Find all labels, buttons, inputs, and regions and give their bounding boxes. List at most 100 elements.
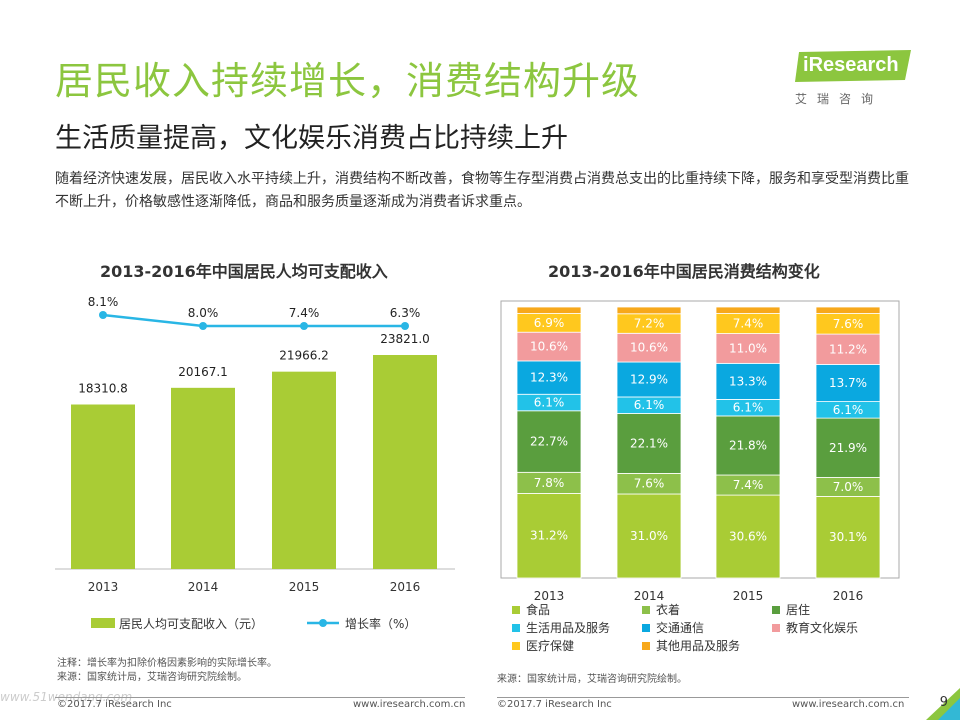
seg-label-衣着-2014: 7.6%: [634, 477, 665, 491]
page-subtitle: 生活质量提高，文化娱乐消费占比持续上升: [55, 123, 568, 154]
income-x-tick-2014: 2014: [188, 580, 219, 594]
seg-label-教育文化娱乐-2013: 10.6%: [530, 340, 568, 354]
seg-其他用品及服务-2015: [715, 306, 781, 314]
seg-label-教育文化娱乐-2015: 11.0%: [729, 341, 767, 355]
income-bar-2014: [171, 387, 235, 569]
seg-交通通信-2015: [715, 362, 781, 400]
seg-交通通信-2016: [815, 364, 881, 402]
seg-居住-2016: [815, 417, 881, 478]
footer-divider-right: [497, 697, 909, 698]
seg-label-衣着-2013: 7.8%: [534, 476, 565, 490]
income-bar-2015: [272, 371, 336, 569]
growth-rate-point-2016: [401, 322, 409, 330]
consumption-x-tick-2015: 2015: [733, 589, 764, 603]
seg-其他用品及服务-2013: [516, 306, 582, 314]
growth-rate-label-2013: 8.1%: [88, 295, 119, 309]
growth-rate-point-2014: [199, 322, 207, 330]
growth-rate-point-2013: [99, 311, 107, 319]
page-description: 随着经济快速发展，居民收入水平持续上升，消费结构不断改善，食物等生存型消费占消费…: [55, 171, 909, 210]
legend-swatch-交通通信: [642, 624, 650, 632]
seg-label-食品-2013: 31.2%: [530, 529, 568, 543]
income-bar-label-2016: 23821.0: [380, 332, 430, 346]
legend-label-教育文化娱乐: 教育文化娱乐: [786, 620, 858, 635]
seg-label-医疗保健-2015: 7.4%: [733, 317, 764, 331]
legend-swatch-医疗保健: [512, 642, 520, 650]
income-x-tick-2015: 2015: [289, 580, 320, 594]
growth-rate-line: [102, 313, 405, 328]
income-bar-label-2014: 20167.1: [178, 365, 228, 379]
legend-label-医疗保健: 医疗保健: [526, 639, 574, 653]
income-x-tick-2013: 2013: [88, 580, 119, 594]
legend-growth-marker: [319, 619, 327, 627]
growth-rate-label-2014: 8.0%: [188, 306, 219, 320]
note-source-right: 来源：国家统计局，艾瑞咨询研究院绘制。: [497, 674, 687, 685]
seg-其他用品及服务-2016: [815, 306, 881, 314]
seg-食品-2016: [815, 496, 881, 579]
legend-label-生活用品及服务: 生活用品及服务: [526, 620, 610, 635]
seg-食品-2014: [616, 493, 682, 579]
seg-居住-2015: [715, 415, 781, 476]
seg-label-教育文化娱乐-2016: 11.2%: [829, 342, 867, 356]
seg-label-交通通信-2016: 13.7%: [829, 376, 867, 390]
seg-label-食品-2014: 31.0%: [630, 529, 668, 543]
income-bar-2013: [71, 404, 135, 569]
legend-label-居住: 居住: [786, 603, 810, 617]
seg-label-居住-2014: 22.1%: [630, 436, 668, 450]
seg-label-交通通信-2013: 12.3%: [530, 371, 568, 385]
legend-swatch-其他用品及服务: [642, 642, 650, 650]
seg-居住-2014: [616, 413, 682, 474]
legend-label-交通通信: 交通通信: [656, 620, 704, 635]
seg-居住-2013: [516, 410, 582, 473]
consumption-structure-chart: 31.2% 7.8% 22.7% 6.1% 12.3% 10.6% 6.9% 2013 31.0…: [500, 300, 900, 653]
footer-url-right[interactable]: www.iresearch.com.cn: [792, 699, 905, 710]
legend-swatch-教育文化娱乐: [772, 624, 780, 632]
legend-swatch-生活用品及服务: [512, 624, 520, 632]
seg-label-医疗保健-2013: 6.9%: [534, 316, 565, 330]
footer-copyright-right: ©2017.7 iResearch Inc: [497, 699, 612, 710]
page-number-badge: 9: [926, 688, 960, 720]
legend-label-食品: 食品: [526, 602, 550, 617]
footer-url-left[interactable]: www.iresearch.com.cn: [353, 699, 466, 710]
seg-label-食品-2015: 30.6%: [729, 530, 767, 544]
consumption-x-tick-2014: 2014: [634, 589, 665, 603]
seg-label-教育文化娱乐-2014: 10.6%: [630, 341, 668, 355]
footer-copyright-left: ©2017.7 iResearch Inc: [57, 699, 172, 710]
income-chart-title: 2013-2016年中国居民人均可支配收入: [100, 262, 388, 281]
consumption-chart-title: 2013-2016年中国居民消费结构变化: [548, 262, 820, 281]
seg-label-居住-2015: 21.8%: [729, 438, 767, 452]
logo-wordmark: iResearch: [803, 54, 899, 76]
legend-label-衣着: 衣着: [656, 602, 680, 617]
seg-label-生活用品及服务-2013: 6.1%: [534, 396, 565, 410]
seg-交通通信-2014: [616, 361, 682, 398]
seg-交通通信-2013: [516, 360, 582, 395]
seg-label-生活用品及服务-2015: 6.1%: [733, 401, 764, 415]
growth-rate-label-2015: 7.4%: [289, 306, 320, 320]
legend-swatch-居住: [772, 606, 780, 614]
seg-其他用品及服务-2014: [616, 306, 682, 315]
legend-income-swatch: [91, 618, 115, 628]
legend-growth-label: 增长率（%）: [345, 616, 416, 631]
legend-label-其他用品及服务: 其他用品及服务: [656, 638, 740, 653]
seg-label-衣着-2015: 7.4%: [733, 478, 764, 492]
seg-label-医疗保健-2014: 7.2%: [634, 317, 665, 331]
seg-label-交通通信-2014: 12.9%: [630, 372, 668, 386]
seg-label-交通通信-2015: 13.3%: [729, 374, 767, 388]
seg-label-生活用品及服务-2016: 6.1%: [833, 403, 864, 417]
page-title: 居民收入持续增长，消费结构升级: [55, 59, 641, 103]
legend-swatch-衣着: [642, 606, 650, 614]
consumption-x-tick-2016: 2016: [833, 589, 864, 603]
income-x-tick-2016: 2016: [390, 580, 421, 594]
note-growth-definition: 注释：增长率为扣除价格因素影响的实际增长率。: [57, 658, 277, 669]
seg-label-居住-2013: 22.7%: [530, 435, 568, 449]
iresearch-logo: iResearch 艾瑞咨询: [795, 50, 920, 110]
growth-rate-point-2015: [300, 322, 308, 330]
income-chart-notes: 注释：增长率为扣除价格因素影响的实际增长率。 来源：国家统计局，艾瑞咨询研究院绘…: [57, 657, 277, 685]
logo-cn-name: 艾瑞咨询: [795, 92, 884, 106]
page-corner-shape: [926, 688, 960, 720]
seg-教育文化娱乐-2013: [516, 331, 582, 362]
income-chart: 18310.8 2013 20167.1 2014 21966.2 2015 23821.0…: [55, 295, 455, 631]
seg-教育文化娱乐-2015: [715, 333, 781, 364]
seg-label-生活用品及服务-2014: 6.1%: [634, 398, 665, 412]
income-bar-label-2015: 21966.2: [279, 349, 329, 363]
consumption-x-tick-2013: 2013: [534, 589, 565, 603]
